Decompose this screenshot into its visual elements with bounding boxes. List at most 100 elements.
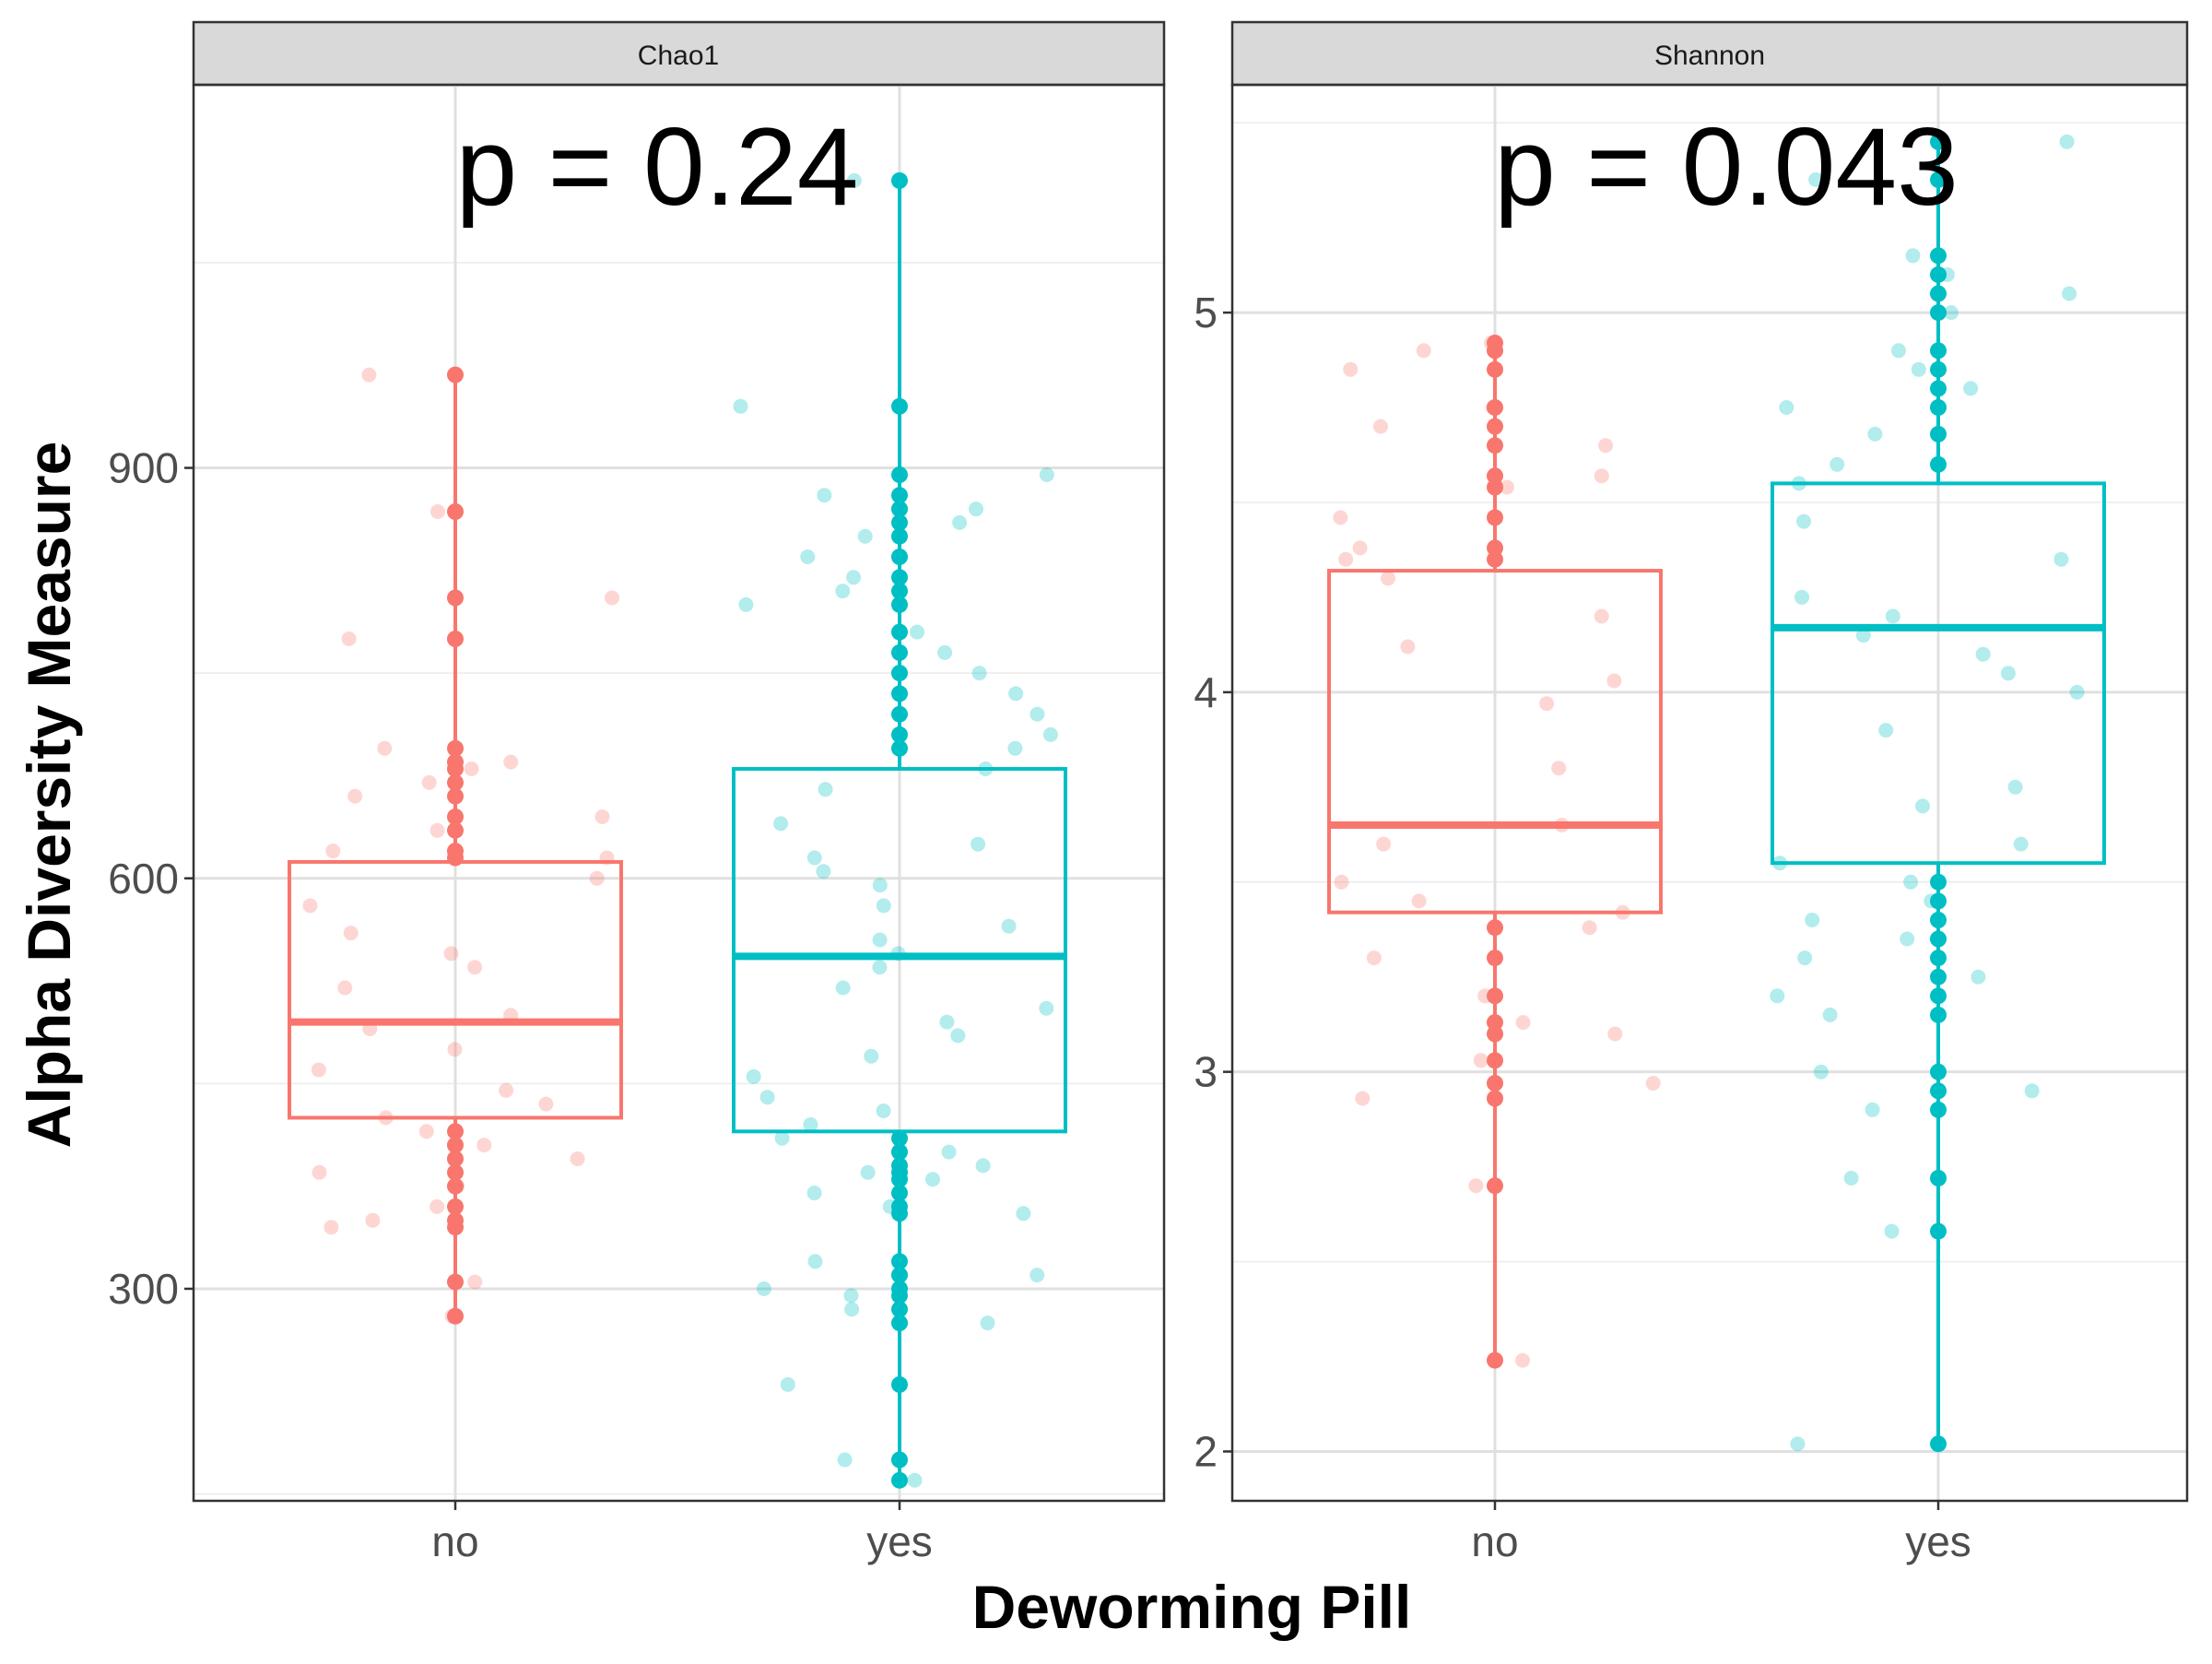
axis-point-yes	[1930, 1435, 1947, 1453]
jitter-point-yes	[1963, 381, 1979, 396]
axis-point-no	[447, 1163, 464, 1181]
jitter-point-no	[1594, 608, 1609, 624]
jitter-point-no	[341, 631, 357, 646]
jitter-point-yes	[1796, 513, 1811, 529]
jitter-point-no	[1500, 479, 1514, 495]
jitter-point-no	[1473, 1053, 1488, 1068]
jitter-point-yes	[816, 864, 831, 879]
y-ticks-shannon: 2 3 4 5	[1194, 289, 1232, 1475]
p-value-shannon: p = 0.043	[1494, 105, 1959, 229]
jitter-point-yes	[835, 584, 851, 599]
axis-point-no	[1487, 335, 1503, 351]
axis-point-yes	[891, 1253, 908, 1270]
jitter-point-no	[362, 1021, 378, 1036]
jitter-point-yes	[890, 946, 906, 962]
axis-point-yes	[1930, 1063, 1947, 1080]
axis-point-yes	[1930, 360, 1947, 378]
jitter-point-no	[1338, 551, 1354, 567]
axis-point-yes	[1930, 266, 1947, 283]
axis-point-yes	[891, 549, 908, 565]
jitter-point-no	[421, 774, 437, 790]
jitter-point-yes	[971, 666, 987, 681]
jitter-point-no	[1515, 1352, 1530, 1368]
y-ticks-chao1: 300 600 900	[108, 444, 194, 1313]
jitter-point-yes	[1891, 343, 1906, 359]
axis-point-yes	[891, 487, 908, 504]
jitter-point-no	[1333, 510, 1348, 525]
axis-point-yes	[1930, 285, 1947, 302]
axis-point-no	[447, 843, 464, 860]
y-tick-label: 4	[1194, 668, 1218, 716]
jitter-point-yes	[950, 1028, 966, 1044]
jitter-point-yes	[759, 1090, 775, 1105]
panel-shannon: Shannon p = 0.043 2 3 4 5 no yes	[1194, 20, 2189, 1565]
jitter-point-yes	[1772, 856, 1787, 871]
jitter-point-yes	[1822, 1007, 1838, 1022]
axis-point-yes	[891, 513, 908, 531]
boxes-chao1	[288, 171, 1067, 1489]
axis-point-yes	[1930, 247, 1947, 265]
axis-point-no	[1487, 360, 1503, 378]
jitter-point-no	[1373, 419, 1388, 434]
jitter-point-no	[1352, 540, 1368, 556]
jitter-point-yes	[1770, 988, 1785, 1004]
jitter-point-yes	[818, 782, 833, 797]
jitter-point-yes	[846, 570, 862, 585]
jitter-point-yes	[1039, 467, 1054, 482]
axis-point-yes	[1930, 304, 1947, 322]
x-axis-title: Deworming Pill	[972, 1573, 1412, 1641]
jitter-point-yes	[807, 1254, 823, 1269]
jitter-point-no	[477, 1138, 492, 1153]
axis-point-no	[447, 739, 464, 757]
axis-point-yes	[891, 1157, 908, 1174]
axis-point-no	[1487, 919, 1503, 937]
axis-point-no	[1487, 509, 1503, 526]
axis-point-yes	[1930, 380, 1947, 397]
x-ticks-shannon: no yes	[1471, 1501, 1971, 1565]
jitter-point-yes	[756, 1281, 771, 1296]
jitter-point-no	[1551, 761, 1567, 776]
jitter-point-no	[538, 1096, 554, 1112]
jitter-point-yes	[1813, 1064, 1829, 1080]
jitter-point-yes	[1797, 950, 1813, 966]
jitter-point-yes	[837, 1452, 853, 1468]
jitter-point-yes	[1855, 628, 1871, 643]
jitter-point-no	[1411, 893, 1427, 909]
jitter-point-yes	[1030, 706, 1045, 722]
axis-point-yes	[891, 569, 908, 586]
jitter-point-yes	[1885, 608, 1900, 624]
axis-point-yes	[891, 726, 908, 743]
axis-point-no	[447, 808, 464, 825]
jitter-point-no	[464, 761, 479, 776]
jitter-point-yes	[980, 1316, 995, 1331]
jitter-point-no	[302, 898, 318, 914]
axis-point-no	[1487, 1075, 1503, 1092]
jitter-point-yes	[872, 960, 888, 975]
axis-point-no	[1487, 437, 1503, 454]
y-tick-label: 600	[108, 855, 179, 903]
jitter-point-yes	[1884, 1223, 1900, 1239]
axis-point-yes	[891, 643, 908, 661]
jitter-point-yes	[941, 1144, 957, 1160]
jitter-point-yes	[2059, 134, 2075, 149]
axis-point-no	[1487, 478, 1503, 496]
jitter-point-yes	[1878, 723, 1894, 738]
axis-point-yes	[1930, 1082, 1947, 1100]
jitter-point-yes	[846, 172, 862, 188]
axis-point-yes	[891, 397, 908, 415]
jitter-point-yes	[1039, 1000, 1054, 1016]
axis-point-no	[447, 1307, 464, 1325]
jitter-point-yes	[803, 1116, 818, 1132]
axis-point-yes	[1930, 873, 1947, 891]
axis-point-yes	[891, 739, 908, 757]
jitter-point-yes	[733, 398, 748, 414]
axis-point-yes	[891, 1143, 908, 1161]
box-shannon-no	[1327, 569, 1663, 915]
axis-point-yes	[891, 665, 908, 682]
jitter-point-no	[499, 1082, 514, 1098]
jitter-point-yes	[780, 1376, 795, 1392]
jitter-point-yes	[952, 514, 968, 530]
